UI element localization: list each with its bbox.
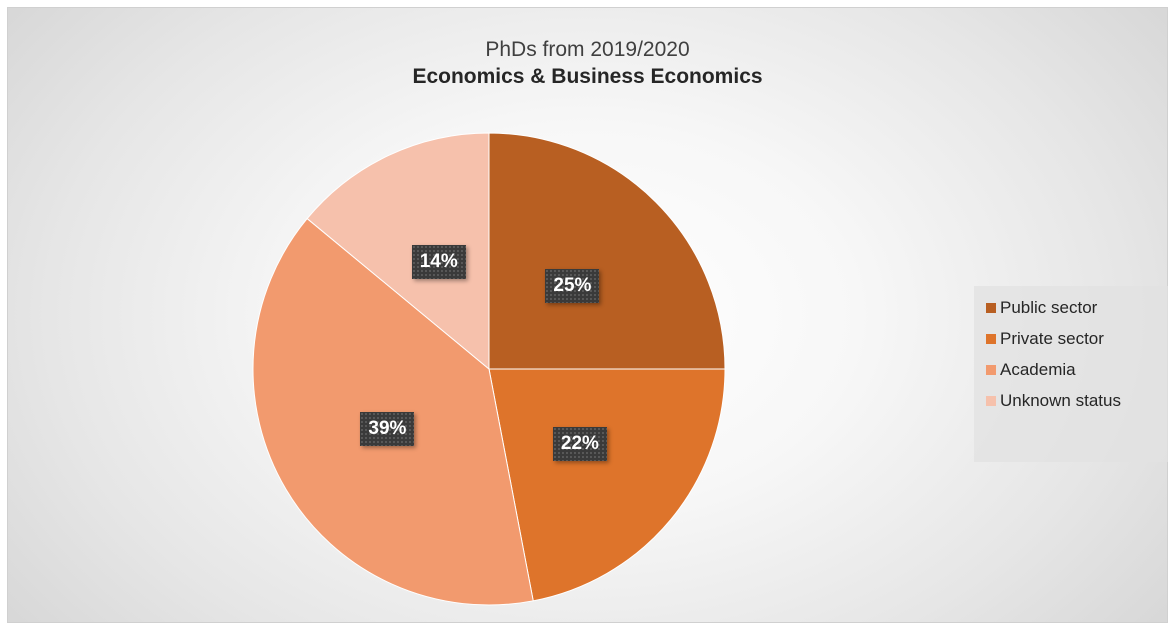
legend-item-academia: Academia — [986, 354, 1168, 385]
legend-label: Academia — [1000, 359, 1076, 379]
legend-item-private-sector: Private sector — [986, 323, 1168, 354]
data-label-private-sector: 22% — [552, 427, 607, 462]
legend: Public sector Private sector Academia Unkno… — [974, 286, 1168, 462]
legend-item-public-sector: Public sector — [986, 292, 1168, 323]
legend-swatch — [986, 302, 996, 313]
legend-item-unknown-status: Unknown status — [986, 385, 1168, 416]
pie-slice-unknown-status — [306, 132, 490, 371]
chart-subtitle: Economics & Business Economics — [412, 65, 763, 88]
data-label-public-sector: 25% — [545, 268, 600, 303]
pie-slice-academia — [252, 217, 534, 606]
legend-label: Unknown status — [1000, 390, 1121, 410]
legend-swatch — [986, 333, 996, 344]
data-label-academia: 39% — [360, 412, 415, 447]
legend-swatch — [986, 364, 996, 375]
legend-swatch — [986, 395, 996, 406]
pie-slice-public-sector — [488, 132, 726, 370]
pie-chart — [252, 132, 726, 606]
pie-slice-private-sector — [488, 368, 726, 602]
data-label-unknown-status: 14% — [411, 245, 466, 280]
legend-label: Private sector — [1000, 328, 1104, 348]
chart-area: PhDs from 2019/2020 Economics & Business… — [7, 7, 1168, 623]
legend-label: Public sector — [1000, 297, 1098, 317]
chart-title: PhDs from 2019/2020 — [485, 38, 690, 61]
